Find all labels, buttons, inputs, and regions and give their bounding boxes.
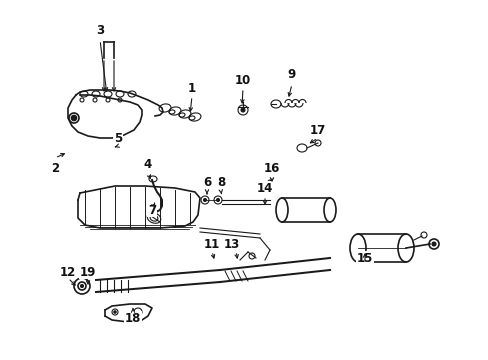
Ellipse shape [81, 284, 83, 288]
Ellipse shape [71, 116, 76, 121]
Text: 12: 12 [60, 266, 76, 279]
Ellipse shape [203, 198, 206, 202]
Text: 7: 7 [148, 203, 156, 216]
Text: 9: 9 [287, 68, 296, 81]
Text: 6: 6 [203, 176, 211, 189]
Ellipse shape [216, 198, 219, 202]
Text: 13: 13 [224, 238, 240, 252]
Text: 5: 5 [114, 131, 122, 144]
Text: 19: 19 [80, 266, 96, 279]
Text: 14: 14 [256, 181, 273, 194]
Text: 18: 18 [124, 311, 141, 324]
Text: 1: 1 [187, 81, 196, 94]
Text: 15: 15 [356, 252, 372, 265]
Text: 17: 17 [309, 123, 325, 136]
Text: 10: 10 [234, 73, 251, 86]
Text: 4: 4 [143, 158, 152, 171]
Ellipse shape [114, 311, 116, 313]
Text: 11: 11 [203, 238, 220, 252]
Text: 16: 16 [263, 162, 280, 175]
Text: 8: 8 [217, 176, 224, 189]
Text: 2: 2 [51, 162, 59, 175]
Ellipse shape [431, 242, 435, 246]
Ellipse shape [241, 108, 244, 112]
Text: 3: 3 [96, 23, 104, 36]
